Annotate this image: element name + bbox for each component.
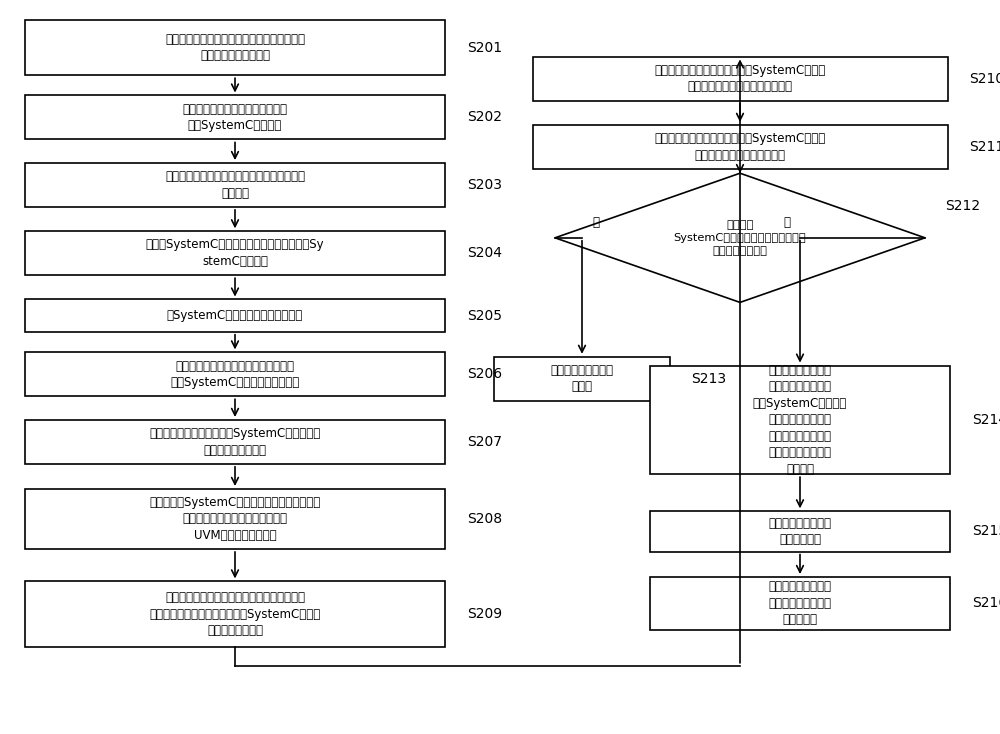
- Text: 对目标SystemC参考模型进行备份操作，得到Sy
stemC备份模型: 对目标SystemC参考模型进行备份操作，得到Sy stemC备份模型: [146, 239, 324, 268]
- Text: 通过预置输入代理获取目标算法模块对应的各
测试用例: 通过预置输入代理获取目标算法模块对应的各 测试用例: [165, 170, 305, 200]
- Text: S208: S208: [467, 512, 502, 526]
- FancyBboxPatch shape: [532, 57, 948, 101]
- Text: 判断目标
SystemC参考模型和目标算法模块的
终级输出是否一致: 判断目标 SystemC参考模型和目标算法模块的 终级输出是否一致: [674, 220, 806, 255]
- FancyBboxPatch shape: [25, 299, 445, 332]
- FancyBboxPatch shape: [25, 20, 445, 75]
- FancyBboxPatch shape: [532, 125, 948, 169]
- FancyBboxPatch shape: [25, 581, 445, 647]
- FancyBboxPatch shape: [25, 489, 445, 549]
- Text: S212: S212: [945, 198, 980, 213]
- Text: 结合各中间级比较结
果和波形显示结果进
行错误定位: 结合各中间级比较结 果和波形显示结果进 行错误定位: [768, 581, 832, 626]
- Text: 利用第一输出代理分别获取目标SystemC参考模
型和目标算法模块的各中间级输出: 利用第一输出代理分别获取目标SystemC参考模 型和目标算法模块的各中间级输出: [654, 64, 826, 93]
- Text: 将SystemC备份模型设定为待测设备: 将SystemC备份模型设定为待测设备: [167, 309, 303, 322]
- Text: 对接收到的算法模块验证请求进行解析，得到
待验证的目标算法模块: 对接收到的算法模块验证请求进行解析，得到 待验证的目标算法模块: [165, 33, 305, 62]
- FancyBboxPatch shape: [494, 357, 670, 401]
- Text: S205: S205: [467, 308, 502, 323]
- FancyBboxPatch shape: [650, 511, 950, 552]
- FancyBboxPatch shape: [25, 231, 445, 275]
- FancyBboxPatch shape: [25, 352, 445, 396]
- Polygon shape: [555, 173, 925, 302]
- Text: S213: S213: [692, 371, 727, 386]
- FancyBboxPatch shape: [650, 366, 950, 474]
- Text: 确定目标算法模块验
证未通过，并分别对
目标SystemC参考模型
和目标算法模块的各
中间级输出进行对应
比较，得到各中间级
比较结果: 确定目标算法模块验 证未通过，并分别对 目标SystemC参考模型 和目标算法模…: [753, 364, 847, 476]
- Text: 分别对目标SystemC参考模型和待测设备的各级
输出进行对应比较，以对预搭建的
UVM验证环境进行验证: 分别对目标SystemC参考模型和待测设备的各级 输出进行对应比较，以对预搭建的…: [149, 496, 321, 542]
- Text: S210: S210: [970, 71, 1000, 86]
- Text: S204: S204: [467, 246, 502, 261]
- Text: 按照预设时序将各测试用例分别输入至
目标SystemC参考模型和待测设备: 按照预设时序将各测试用例分别输入至 目标SystemC参考模型和待测设备: [170, 360, 300, 389]
- Text: 调取预搭建的目标算法模块对应的
目标SystemC参考模型: 调取预搭建的目标算法模块对应的 目标SystemC参考模型: [182, 103, 288, 132]
- FancyBboxPatch shape: [650, 577, 950, 630]
- Text: 利用第二输出代理分别获取目标SystemC参考模
型和目标算法模块的终级输出: 利用第二输出代理分别获取目标SystemC参考模 型和目标算法模块的终级输出: [654, 132, 826, 161]
- Text: 确定目标算法模块验
证通过: 确定目标算法模块验 证通过: [550, 364, 614, 393]
- FancyBboxPatch shape: [25, 420, 445, 464]
- Text: S206: S206: [467, 367, 502, 382]
- Text: S214: S214: [972, 413, 1000, 427]
- Text: S211: S211: [970, 139, 1000, 154]
- Text: S216: S216: [972, 596, 1000, 611]
- Text: S203: S203: [467, 178, 502, 192]
- Text: 当确定算法模块验证环境正常时，按照预设时
序将各测试用例分别输入至目标SystemC参考模
型和目标算法模块: 当确定算法模块验证环境正常时，按照预设时 序将各测试用例分别输入至目标Syste…: [149, 592, 321, 637]
- Text: S202: S202: [467, 110, 502, 125]
- FancyBboxPatch shape: [25, 95, 445, 139]
- Text: S215: S215: [972, 524, 1000, 539]
- Text: 是: 是: [592, 216, 599, 229]
- Text: 利用输出代理分别获取目标SystemC参考模型和
待测设备的各级输出: 利用输出代理分别获取目标SystemC参考模型和 待测设备的各级输出: [149, 427, 321, 457]
- Text: S207: S207: [467, 435, 502, 449]
- FancyBboxPatch shape: [25, 163, 445, 207]
- Text: S201: S201: [467, 40, 502, 55]
- Text: 否: 否: [783, 216, 790, 229]
- Text: 对各中间级比较结果
进行波形显示: 对各中间级比较结果 进行波形显示: [768, 517, 832, 546]
- Text: S209: S209: [467, 607, 502, 622]
